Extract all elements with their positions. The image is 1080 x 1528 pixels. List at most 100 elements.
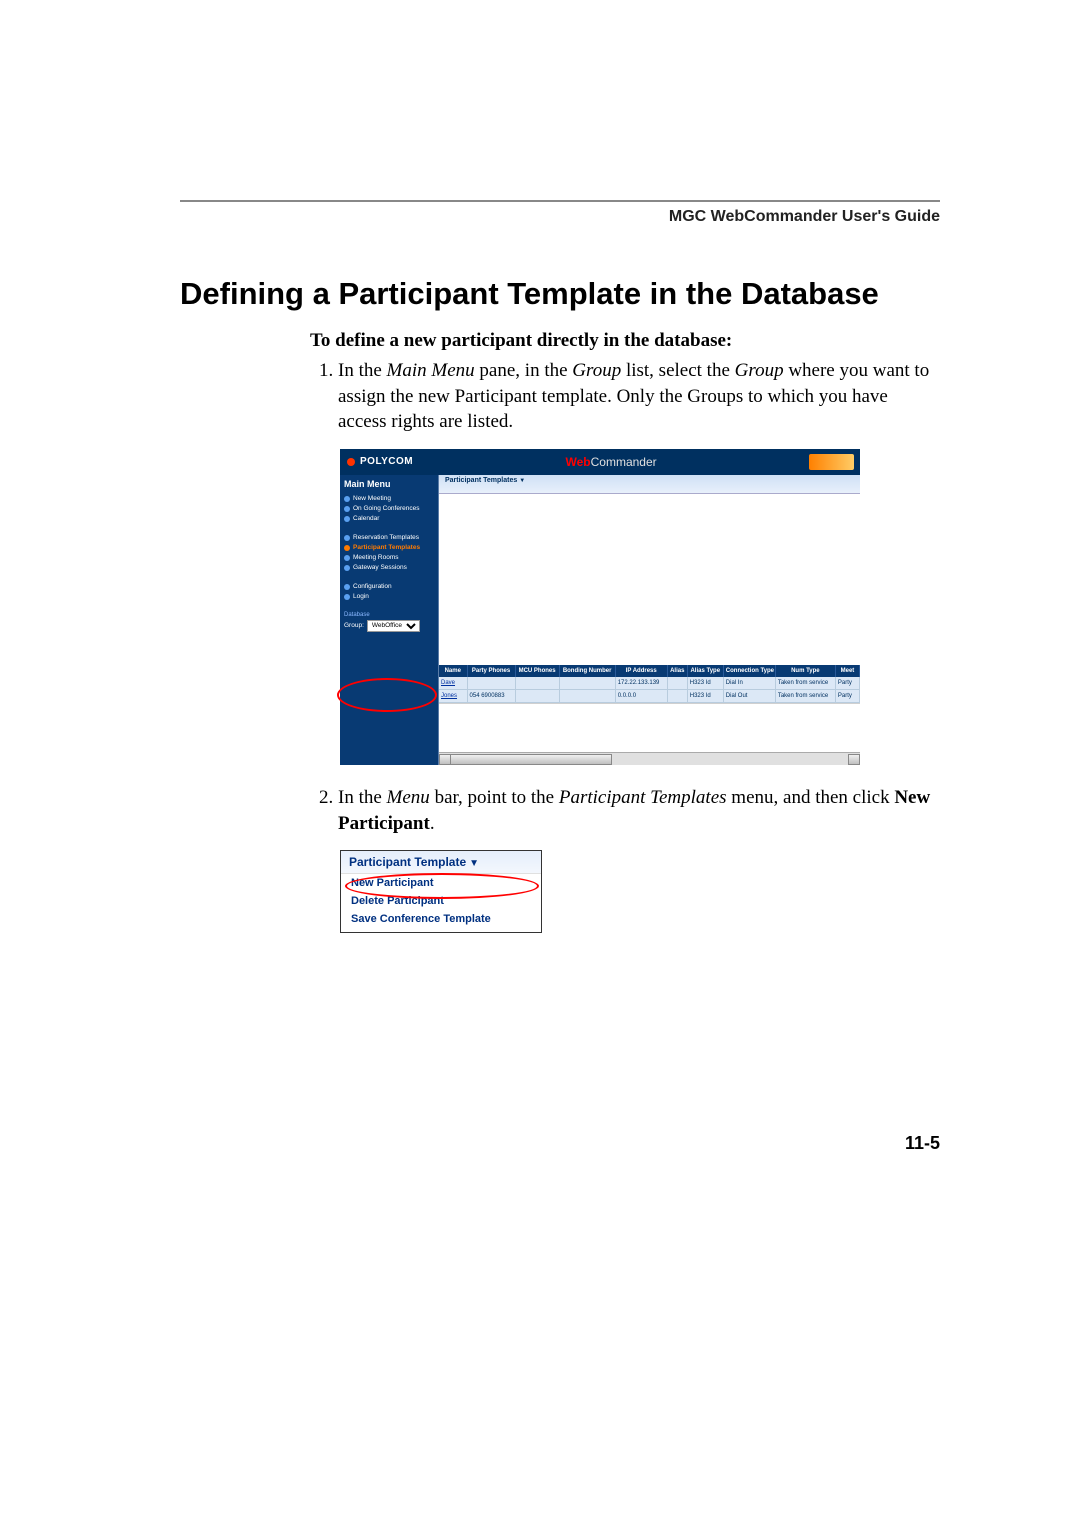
caret-down-icon: ▼ xyxy=(469,858,479,869)
step-1: In the Main Menu pane, in the Group list… xyxy=(338,358,940,435)
menubar-label: Participant Templates xyxy=(445,477,517,484)
sidebar-item-new-meeting[interactable]: New Meeting xyxy=(344,495,434,502)
screenshot-menu: Participant Template▼ New Participant De… xyxy=(340,850,542,933)
cell: Party xyxy=(835,677,859,690)
scroll-right-button[interactable] xyxy=(848,754,860,765)
group-label: Group: xyxy=(344,622,364,629)
brand-block: WebCommander xyxy=(565,455,656,469)
cell: Taken from service xyxy=(775,677,835,690)
sidebar-label: Gateway Sessions xyxy=(353,564,407,571)
running-head: MGC WebCommander User's Guide xyxy=(180,208,940,226)
sidebar-item-gateway[interactable]: Gateway Sessions xyxy=(344,564,434,571)
sidebar-item-reservation[interactable]: Reservation Templates xyxy=(344,534,434,541)
group-select[interactable]: WebOffice xyxy=(367,620,420,632)
steps-list: In the Main Menu pane, in the Group list… xyxy=(310,358,940,435)
step2-text-e: menu, and then click xyxy=(727,787,895,808)
sidebar-item-calendar[interactable]: Calendar xyxy=(344,515,434,522)
sidebar-item-ongoing[interactable]: On Going Conferences xyxy=(344,505,434,512)
step1-group1: Group xyxy=(572,360,621,381)
sidebar: Main Menu New Meeting On Going Conferenc… xyxy=(340,475,438,765)
bullet-icon xyxy=(344,555,350,561)
col-num-type[interactable]: Num Type xyxy=(775,665,835,677)
bullet-icon xyxy=(344,584,350,590)
content-whitespace xyxy=(439,494,860,665)
cell: Dial Out xyxy=(723,689,775,702)
menu-item-save-template[interactable]: Save Conference Template xyxy=(341,910,541,928)
cell-name-link[interactable]: Dave xyxy=(441,680,455,686)
step1-text-c: pane, in the xyxy=(475,360,573,381)
col-conn-type[interactable]: Connection Type xyxy=(723,665,775,677)
bullet-icon xyxy=(344,496,350,502)
cell xyxy=(467,677,515,690)
col-name[interactable]: Name xyxy=(439,665,467,677)
red-highlight-ellipse xyxy=(337,678,437,712)
section-subhead: To define a new participant directly in … xyxy=(310,330,940,352)
col-alias-type[interactable]: Alias Type xyxy=(687,665,723,677)
cell xyxy=(667,689,687,702)
step1-text-a: In the xyxy=(338,360,387,381)
bullet-icon xyxy=(344,565,350,571)
participant-grid: Name Party Phones MCU Phones Bonding Num… xyxy=(439,665,860,703)
topbar-decoration xyxy=(809,454,854,470)
content-area: Participant Templates ▼ Name Party Phone… xyxy=(438,475,860,765)
step2-text-a: In the xyxy=(338,787,387,808)
page-number: 11-5 xyxy=(180,1133,940,1154)
horizontal-scrollbar[interactable] xyxy=(439,752,860,765)
col-party-phones[interactable]: Party Phones xyxy=(467,665,515,677)
cell: 054 6900883 xyxy=(467,689,515,702)
grid-header-row: Name Party Phones MCU Phones Bonding Num… xyxy=(439,665,860,677)
cell: Dial In xyxy=(723,677,775,690)
step2-text-g: . xyxy=(430,813,435,834)
sidebar-item-meeting-rooms[interactable]: Meeting Rooms xyxy=(344,554,434,561)
bullet-icon xyxy=(344,516,350,522)
table-row[interactable]: Jones 054 6900883 0.0.0.0 H323 Id Dial O… xyxy=(439,689,860,702)
cell: H323 Id xyxy=(687,689,723,702)
sidebar-label: Configuration xyxy=(353,583,392,590)
cell: Taken from service xyxy=(775,689,835,702)
sidebar-label: New Meeting xyxy=(353,495,391,502)
col-alias[interactable]: Alias xyxy=(667,665,687,677)
sidebar-label: Login xyxy=(353,593,369,600)
cell: 0.0.0.0 xyxy=(615,689,667,702)
logo: POLYCOM xyxy=(346,456,413,467)
menu-item-new-participant[interactable]: New Participant xyxy=(341,874,541,892)
col-mcu-phones[interactable]: MCU Phones xyxy=(515,665,559,677)
sidebar-header: Main Menu xyxy=(344,479,434,489)
sidebar-label: Reservation Templates xyxy=(353,534,419,541)
database-label: Database xyxy=(344,612,434,618)
sidebar-item-participant-templates[interactable]: Participant Templates xyxy=(344,544,434,551)
sidebar-label: Participant Templates xyxy=(353,544,420,551)
sidebar-item-login[interactable]: Login xyxy=(344,593,434,600)
col-ip[interactable]: IP Address xyxy=(615,665,667,677)
step2-text-c: bar, point to the xyxy=(430,787,559,808)
bullet-icon xyxy=(344,535,350,541)
brand-commander: Commander xyxy=(591,455,657,469)
cell-name-link[interactable]: Jones xyxy=(441,693,457,699)
app-topbar: POLYCOM WebCommander xyxy=(340,449,860,475)
step1-group2: Group xyxy=(735,360,784,381)
table-row[interactable]: Dave 172.22.133.139 H323 Id Dial In Take… xyxy=(439,677,860,690)
menu-item-delete-participant[interactable]: Delete Participant xyxy=(341,892,541,910)
step-2: In the Menu bar, point to the Participan… xyxy=(338,785,940,836)
logo-text: POLYCOM xyxy=(360,456,413,467)
cell xyxy=(559,689,615,702)
cell xyxy=(515,689,559,702)
cell xyxy=(515,677,559,690)
cell: Party xyxy=(835,689,859,702)
group-row: Group: WebOffice xyxy=(344,620,434,632)
col-bonding[interactable]: Bonding Number xyxy=(559,665,615,677)
scroll-thumb[interactable] xyxy=(450,754,612,765)
caret-down-icon: ▼ xyxy=(519,478,525,484)
col-meet[interactable]: Meet xyxy=(835,665,859,677)
cell: 172.22.133.139 xyxy=(615,677,667,690)
cell: H323 Id xyxy=(687,677,723,690)
step1-mainmenu: Main Menu xyxy=(387,360,475,381)
polycom-icon xyxy=(346,457,356,467)
brand-web: Web xyxy=(565,455,590,469)
menu-header-label: Participant Template xyxy=(349,855,466,869)
menu-header[interactable]: Participant Template▼ xyxy=(341,851,541,874)
content-menubar[interactable]: Participant Templates ▼ xyxy=(439,475,860,494)
steps-list-2: In the Menu bar, point to the Participan… xyxy=(310,785,940,836)
sidebar-item-configuration[interactable]: Configuration xyxy=(344,583,434,590)
cell xyxy=(559,677,615,690)
